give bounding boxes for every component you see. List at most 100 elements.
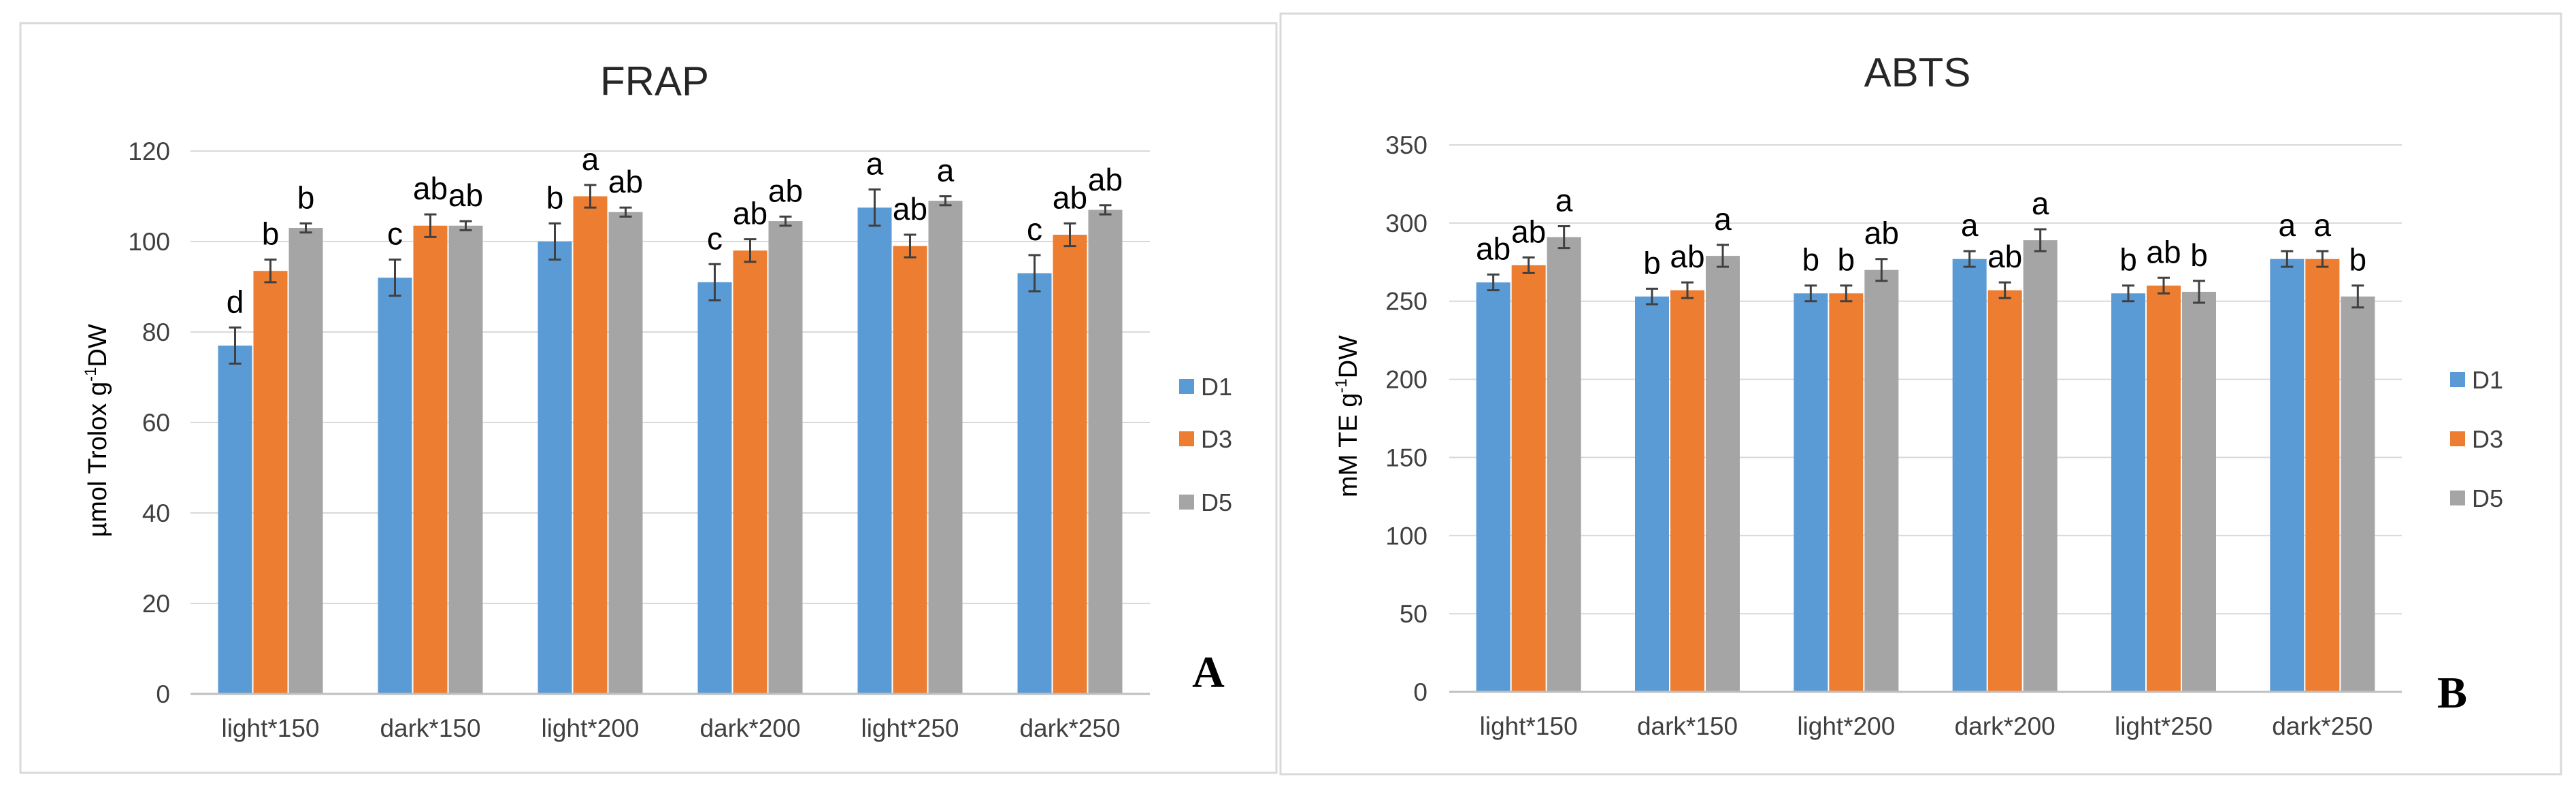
significance-label: a [582,142,599,177]
significance-label: c [1027,212,1042,247]
legend-label: D3 [2472,425,2503,453]
bar-d5 [2182,291,2216,693]
bar-d1 [1794,293,1828,692]
x-tick-label: dark*150 [1637,712,1738,740]
bar-d1 [378,278,412,694]
significance-label: a [1555,182,1573,218]
significance-label: b [2190,237,2208,273]
significance-label: ab [448,178,483,213]
x-tick-label: light*200 [541,714,639,742]
bar-d5 [1864,269,1899,692]
bar-d3 [733,250,767,694]
bar-d1 [1952,259,1987,693]
y-tick-label: 80 [142,318,170,346]
bar-d3 [413,225,448,695]
panel-a-border [19,22,1278,774]
significance-label: b [2349,242,2367,278]
significance-label: b [1838,242,1855,278]
y-axis-label: mM TE g-1DW [1332,335,1363,497]
y-tick-label: 250 [1385,288,1427,316]
panel-letter: A [1192,648,1225,697]
bar-d1 [857,207,892,694]
bars [218,196,1123,695]
bar-d5 [1706,256,1740,692]
significance-label: ab [1987,239,2022,274]
significance-label: ab [2146,234,2181,269]
y-tick-label: 0 [1413,678,1427,706]
bar-d3 [253,271,288,695]
significance-label: a [866,146,884,182]
error-bars [229,184,1112,365]
bar-d1 [218,345,252,694]
y-tick-label: 120 [128,137,170,165]
bar-d5 [288,228,323,694]
bar-d1 [1476,282,1510,692]
bar-d3 [1987,290,2022,692]
gridlines [191,150,1150,604]
significance-label: c [387,216,403,252]
y-axis-label-main: mM TE g [1334,393,1363,497]
y-tick-label: 200 [1385,366,1427,394]
legend: D1 D3 D5 [2450,366,2503,512]
x-tick-label: dark*250 [1019,714,1120,742]
x-tick-label: dark*150 [380,714,480,742]
x-tick-label: light*250 [861,714,959,742]
bar-d1 [1017,273,1052,694]
bar-d5 [1088,210,1123,694]
bar-d5 [608,212,643,694]
legend-swatch [2450,431,2465,446]
bar-d1 [2270,259,2305,693]
legend: D1 D3 D5 [1179,373,1232,516]
significance-label: b [2119,242,2137,278]
gridlines [1449,144,2402,615]
x-tick-label: dark*200 [699,714,800,742]
legend-label: D5 [1201,488,1232,516]
legend-label: D1 [2472,366,2503,394]
y-tick-label: 60 [142,409,170,437]
x-tick-label: light*150 [221,714,319,742]
significance-label: c [707,220,723,256]
y-tick-label: 40 [142,499,170,527]
significance-label: b [262,216,280,252]
bar-d1 [697,282,732,695]
y-tick-label: 50 [1400,600,1427,628]
significance-label: a [937,153,955,188]
significance-label: a [2032,186,2049,221]
significance-label: b [546,180,564,215]
bars [1476,237,2375,693]
bar-d3 [2147,285,2181,692]
legend-swatch [2450,491,2465,505]
bar-d5 [1547,237,1581,692]
significance-label: a [1961,207,1979,243]
legend-swatch [1179,431,1194,446]
bar-d5 [928,201,963,694]
significance-label: b [1802,242,1820,278]
significance-label: d [227,284,244,319]
legend-label: D1 [1201,373,1232,401]
legend-label: D5 [2472,484,2503,512]
x-tick-label: light*200 [1797,712,1895,740]
y-tick-label: 150 [1385,444,1427,471]
legend-swatch [1179,495,1194,510]
x-tick-label: dark*200 [1955,712,2055,740]
y-tick-label: 0 [156,680,170,708]
significance-label: ab [1476,231,1510,267]
significance-label: ab [413,171,448,206]
significance-label: b [1643,245,1661,280]
y-axis-label-end: DW [1334,335,1363,378]
legend-swatch [2450,372,2465,387]
significance-label: a [1714,201,1732,237]
y-axis-label-sup: -1 [1332,378,1351,393]
significance-label: ab [608,164,643,199]
legend-swatch [1179,379,1194,394]
significance-label: a [2279,207,2296,243]
error-bars [1487,225,2364,309]
significance-label: ab [1088,162,1123,197]
chart-title: ABTS [1864,50,1971,95]
significance-label: ab [893,191,927,227]
